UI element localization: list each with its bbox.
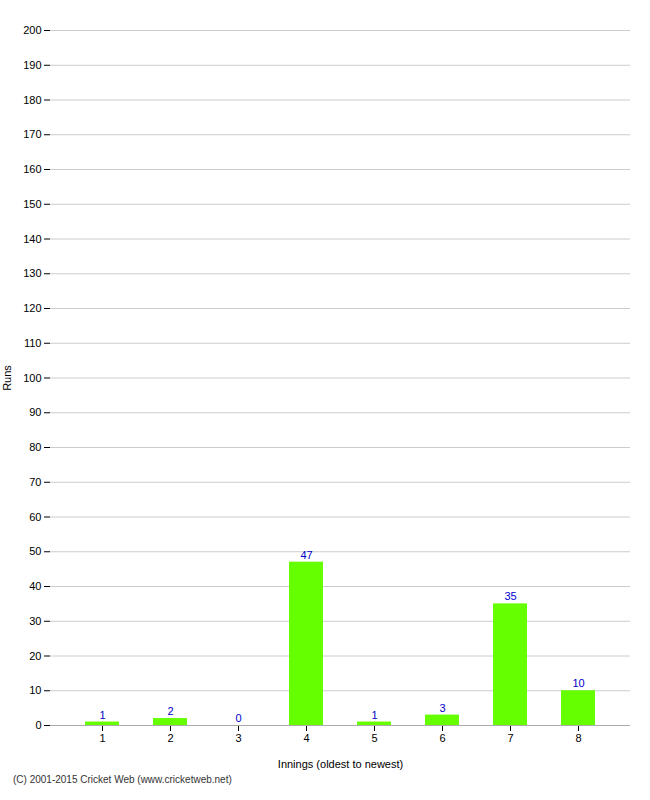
svg-text:35: 35 (504, 590, 516, 602)
svg-text:7: 7 (507, 732, 513, 744)
svg-text:5: 5 (371, 732, 377, 744)
svg-text:70: 70 (29, 476, 41, 488)
svg-text:Runs: Runs (1, 365, 13, 391)
svg-text:110: 110 (24, 337, 42, 349)
svg-text:180: 180 (23, 94, 41, 106)
svg-text:60: 60 (29, 511, 41, 523)
svg-text:1: 1 (99, 732, 105, 744)
svg-text:20: 20 (29, 650, 41, 662)
svg-text:160: 160 (23, 163, 41, 175)
svg-text:80: 80 (29, 441, 41, 453)
svg-text:40: 40 (29, 580, 41, 592)
svg-text:90: 90 (29, 406, 41, 418)
svg-text:150: 150 (23, 198, 41, 210)
svg-text:2: 2 (167, 705, 173, 717)
svg-text:170: 170 (23, 128, 41, 140)
svg-text:3: 3 (439, 702, 445, 714)
svg-text:1: 1 (371, 709, 377, 721)
svg-text:0: 0 (235, 712, 241, 724)
svg-text:130: 130 (23, 267, 41, 279)
svg-text:190: 190 (23, 59, 41, 71)
svg-text:10: 10 (29, 684, 41, 696)
svg-text:200: 200 (23, 24, 41, 36)
svg-text:3: 3 (235, 732, 241, 744)
svg-text:30: 30 (29, 615, 41, 627)
svg-text:10: 10 (572, 677, 584, 689)
svg-text:140: 140 (23, 233, 41, 245)
svg-text:50: 50 (29, 545, 41, 557)
svg-text:120: 120 (23, 302, 41, 314)
svg-text:1: 1 (99, 709, 105, 721)
svg-text:47: 47 (300, 549, 312, 561)
svg-text:8: 8 (575, 732, 581, 744)
svg-text:4: 4 (303, 732, 309, 744)
svg-text:2: 2 (167, 732, 173, 744)
svg-text:0: 0 (35, 719, 41, 731)
html-text:(C) 2001-2015 Cricket Web (www: (C) 2001-2015 Cricket Web (www.cricketwe… (13, 774, 232, 785)
svg-text:100: 100 (23, 372, 41, 384)
svg-text:6: 6 (439, 732, 445, 744)
svg-text:Innings (oldest to newest): Innings (oldest to newest) (278, 758, 403, 770)
